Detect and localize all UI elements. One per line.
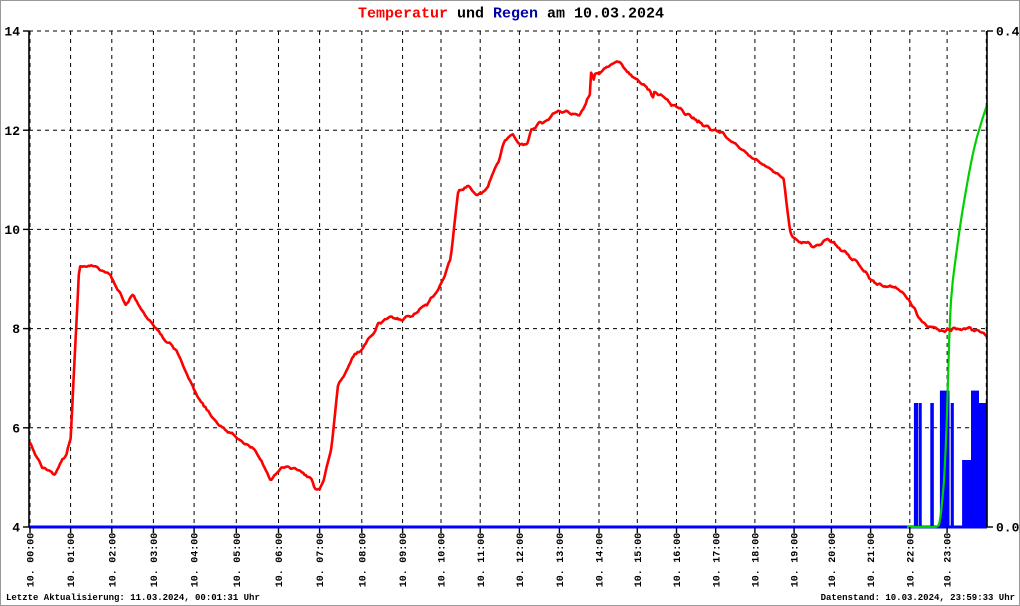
svg-text:10.: 10. [867, 569, 878, 587]
svg-text:08:00: 08:00 [358, 533, 369, 563]
svg-text:10.: 10. [828, 569, 839, 587]
svg-text:Datenstand: 10.03.2024, 23:59:: Datenstand: 10.03.2024, 23:59:33 Uhr [821, 593, 1015, 603]
svg-text:11:00: 11:00 [477, 533, 488, 563]
svg-text:13:00: 13:00 [556, 533, 567, 563]
svg-text:Temperatur und Regen am 10.03.: Temperatur und Regen am 10.03.2024 [358, 5, 664, 22]
svg-text:03:00: 03:00 [150, 533, 161, 563]
svg-text:10.: 10. [944, 569, 955, 587]
svg-text:01:00: 01:00 [67, 533, 78, 563]
svg-text:21:00: 21:00 [867, 533, 878, 563]
svg-text:09:00: 09:00 [399, 533, 410, 563]
svg-text:10.: 10. [275, 569, 286, 587]
svg-text:0.4: 0.4 [996, 25, 1020, 40]
svg-text:10.: 10. [516, 569, 527, 587]
svg-text:8: 8 [12, 322, 20, 337]
svg-text:10.: 10. [316, 569, 327, 587]
svg-text:05:00: 05:00 [233, 533, 244, 563]
svg-text:17:00: 17:00 [712, 533, 723, 563]
svg-text:10.: 10. [27, 569, 38, 587]
svg-text:14:00: 14:00 [596, 533, 607, 563]
svg-text:04:00: 04:00 [191, 533, 202, 563]
svg-text:10.: 10. [791, 569, 802, 587]
svg-text:10.: 10. [752, 569, 763, 587]
svg-text:10.: 10. [358, 569, 369, 587]
svg-text:22:00: 22:00 [906, 533, 917, 563]
svg-text:10.: 10. [191, 569, 202, 587]
svg-text:10.: 10. [712, 569, 723, 587]
svg-text:10.: 10. [233, 569, 244, 587]
svg-text:10.: 10. [477, 569, 488, 587]
svg-text:10.: 10. [634, 569, 645, 587]
svg-text:07:00: 07:00 [316, 533, 327, 563]
svg-text:12:00: 12:00 [516, 533, 527, 563]
svg-text:15:00: 15:00 [634, 533, 645, 563]
svg-text:23:00: 23:00 [944, 533, 955, 563]
svg-text:12: 12 [4, 124, 20, 139]
svg-text:10.: 10. [596, 569, 607, 587]
svg-text:02:00: 02:00 [108, 533, 119, 563]
svg-text:10.: 10. [399, 569, 410, 587]
svg-text:14: 14 [4, 25, 20, 40]
svg-text:00:00: 00:00 [27, 533, 38, 563]
svg-text:19:00: 19:00 [791, 533, 802, 563]
svg-text:10.: 10. [556, 569, 567, 587]
svg-text:20:00: 20:00 [828, 533, 839, 563]
svg-text:10.: 10. [673, 569, 684, 587]
svg-text:0.0: 0.0 [996, 521, 1020, 536]
svg-text:10.: 10. [108, 569, 119, 587]
svg-text:16:00: 16:00 [673, 533, 684, 563]
svg-text:Letzte Aktualisierung: 11.03.2: Letzte Aktualisierung: 11.03.2024, 00:01… [6, 593, 260, 603]
svg-text:4: 4 [12, 521, 20, 536]
svg-text:10.: 10. [67, 569, 78, 587]
svg-text:10:00: 10:00 [438, 533, 449, 563]
svg-text:10: 10 [4, 223, 20, 238]
svg-text:18:00: 18:00 [752, 533, 763, 563]
svg-text:10.: 10. [438, 569, 449, 587]
svg-text:6: 6 [12, 421, 20, 436]
svg-text:06:00: 06:00 [275, 533, 286, 563]
svg-text:10.: 10. [906, 569, 917, 587]
svg-text:10.: 10. [150, 569, 161, 587]
